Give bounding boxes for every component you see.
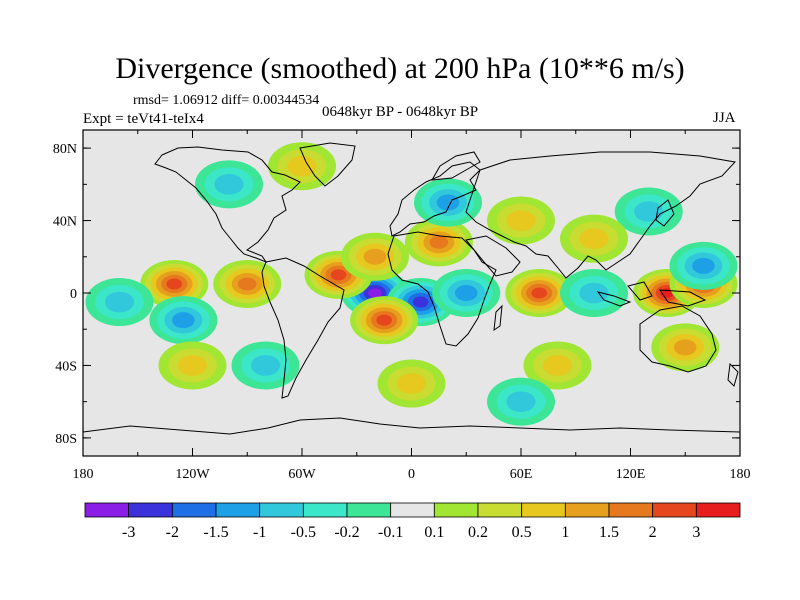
x-tick-label: 60W: [288, 467, 316, 482]
colorbar-label: 0.2: [468, 524, 488, 541]
coastlines: [83, 142, 740, 435]
field-feature-10-level-2: [579, 282, 609, 304]
coastline-north-america: [154, 146, 301, 264]
colorbar: -3 -2 -1.5 -1 -0.5 -0.2 -0.1 0.1 0.2 0.5 1 1.5 2 3: [84, 502, 741, 541]
plot-title: Divergence (smoothed) at 200 hPa (10**6 …: [115, 52, 685, 85]
x-tick-label: 0: [408, 467, 415, 482]
colorbar-label: 0.5: [512, 524, 532, 541]
colorbar-label: -1: [253, 524, 266, 541]
x-tick-label: 180: [730, 467, 751, 482]
colorbar-label: 1: [561, 524, 569, 541]
colorbar-box: [433, 502, 479, 518]
field-feature-4-level-5: [376, 314, 392, 326]
colorbar-box: [215, 502, 261, 518]
y-tick-label: 40S: [55, 359, 77, 374]
field-feature-16-level-2: [634, 201, 664, 222]
colorbar-label: 0.1: [424, 524, 444, 541]
coastline-australia: [639, 305, 717, 373]
field-feature-13-level-3: [172, 312, 195, 329]
field-feature-18-level-2: [506, 210, 536, 231]
field-feature-25-level-3: [673, 339, 697, 356]
coastline-africa: [387, 231, 497, 347]
field-feature-1-level-5: [412, 296, 429, 308]
colorbar-box: [652, 502, 697, 518]
field-feature-7-level-4: [429, 235, 449, 249]
colorbar-box: [608, 502, 654, 518]
coastline-europe: [389, 161, 481, 237]
field-feature-15-level-3: [436, 194, 460, 211]
stats-line: rmsd= 1.06912 diff= 0.00344534: [133, 93, 320, 108]
colorbar-box: [521, 502, 566, 518]
colorbar-box: [302, 502, 348, 518]
field-feature-5-level-5: [166, 278, 183, 290]
field-feature-6-level-4: [237, 277, 257, 291]
colorbar-label: -0.2: [334, 524, 359, 541]
field-feature-8-level-3: [454, 285, 478, 301]
x-tick-label: 60E: [510, 467, 533, 482]
colorbar-box: [695, 502, 741, 518]
colorbar-label: 3: [692, 524, 700, 541]
x-tick-label: 180: [73, 467, 94, 482]
y-tick-label: 80N: [53, 142, 77, 157]
divergence-field: [85, 142, 738, 426]
field-feature-14-level-2: [104, 291, 135, 313]
field-feature-19-level-2: [579, 228, 609, 249]
field-feature-9-level-5: [531, 287, 548, 299]
colorbar-label: -3: [122, 524, 135, 541]
field-feature-22-level-2: [542, 355, 573, 376]
y-tick-label: 0: [70, 287, 77, 302]
field-feature-26-level-2: [396, 373, 427, 394]
coastline-arabia: [465, 235, 521, 277]
colorbar-box: [390, 502, 435, 518]
colorbar-label: -2: [166, 524, 179, 541]
coastline-madagascar: [493, 304, 503, 332]
field-feature-2-level-5: [330, 269, 347, 281]
x-tick-label: 120E: [616, 467, 646, 482]
coastline-south-america: [261, 257, 345, 399]
field-feature-17-level-3: [692, 257, 715, 274]
colorbar-label: 2: [649, 524, 657, 541]
x-tick-label: 120W: [175, 467, 210, 482]
y-tick-label: 80S: [55, 432, 77, 447]
y-tick-label: 40N: [53, 215, 77, 230]
field-feature-3-level-3: [363, 248, 387, 265]
field-feature-27-level-2: [506, 391, 536, 412]
season-label: JJA: [713, 110, 736, 126]
field-feature-0-level-6: [368, 288, 382, 298]
colorbar-box: [477, 502, 523, 518]
period-label: 0648kyr BP - 0648kyr BP: [322, 104, 479, 120]
coastline-asia: [465, 151, 736, 279]
field-feature-24-level-2: [250, 355, 281, 376]
coastline-japan: [655, 199, 675, 227]
axis-ticks: 80N 40N 0 40S 80S 180 120W 60W 0 60E 120E 180: [53, 130, 751, 482]
colorbar-label: -1.5: [203, 524, 228, 541]
field-feature-21-level-2: [287, 155, 317, 177]
colorbar-label: -0.5: [291, 524, 316, 541]
coastline-antarctica: [83, 417, 740, 435]
field-feature-20-level-2: [214, 174, 244, 195]
coastline-new-zealand: [727, 362, 739, 387]
coastline-greenland: [299, 142, 356, 187]
coastline-indonesia: [596, 281, 707, 307]
colorbar-box: [564, 502, 610, 518]
colorbar-label: -0.1: [378, 524, 403, 541]
colorbar-box: [346, 502, 392, 518]
colorbar-box: [84, 502, 130, 518]
colorbar-box: [259, 502, 304, 518]
colorbar-box: [171, 502, 217, 518]
colorbar-label: 1.5: [599, 524, 619, 541]
coastline-scandinavia: [431, 151, 481, 181]
experiment-label: Expt = teVt41-teIx4: [83, 111, 204, 127]
colorbar-box: [128, 502, 173, 518]
field-feature-23-level-2: [177, 355, 208, 376]
